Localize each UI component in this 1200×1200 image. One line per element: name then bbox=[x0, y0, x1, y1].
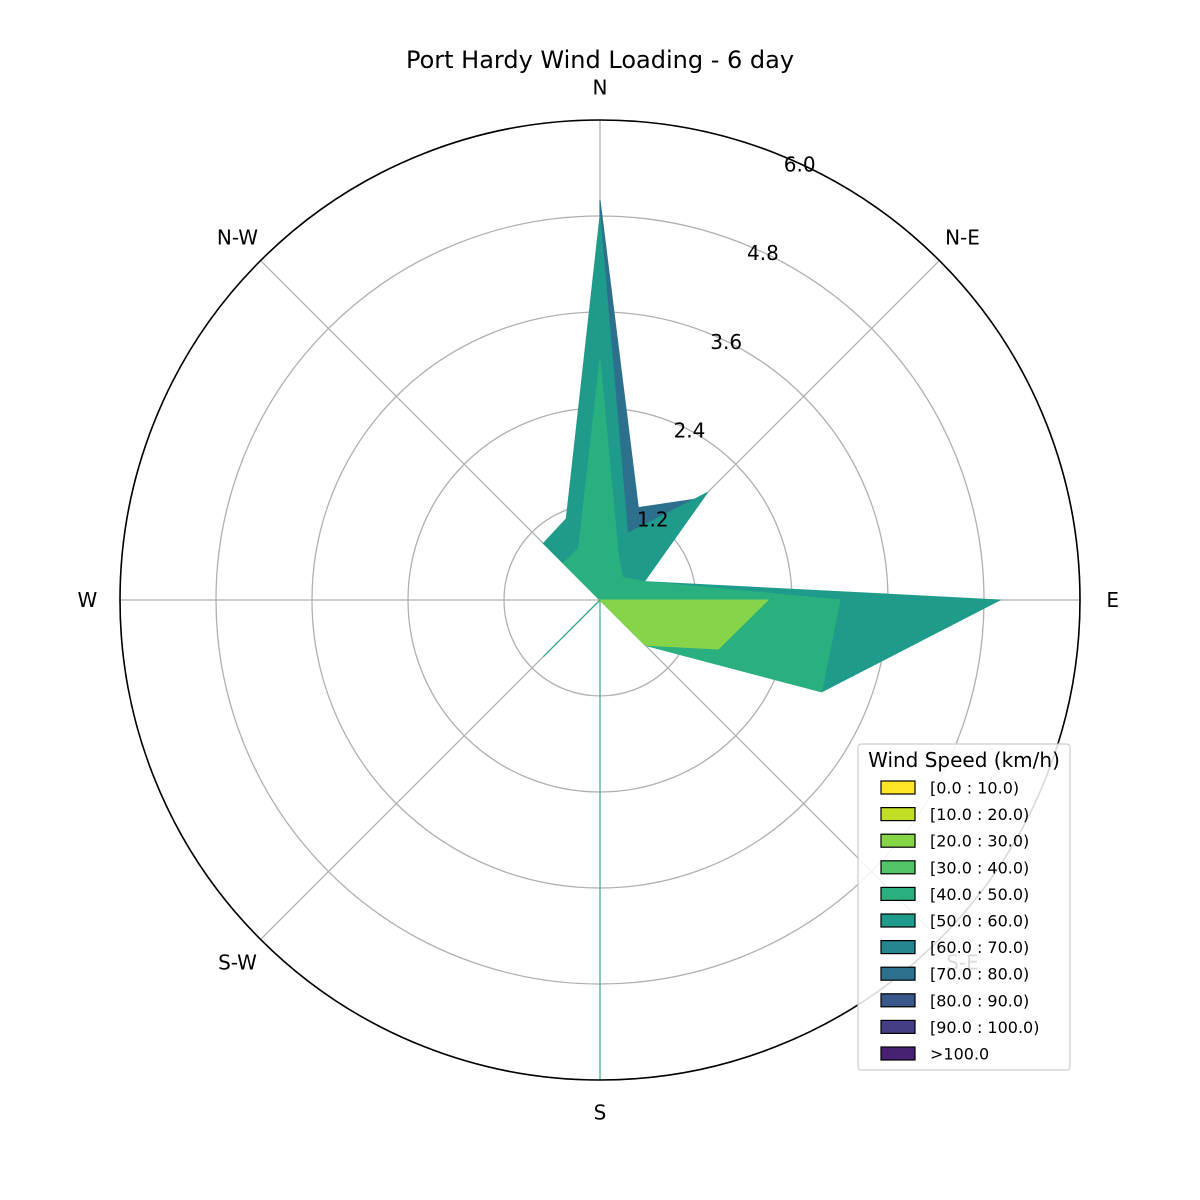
legend-swatch bbox=[880, 886, 916, 902]
wind-speed-series bbox=[542, 199, 1002, 1080]
legend-swatch bbox=[880, 1019, 916, 1035]
legend-label: [60.0 : 70.0) bbox=[930, 938, 1029, 957]
legend-swatch bbox=[880, 939, 916, 955]
radial-tick-label: 3.6 bbox=[710, 330, 742, 354]
chart-title: Port Hardy Wind Loading - 6 day bbox=[406, 46, 794, 74]
direction-label-n: N bbox=[593, 75, 608, 99]
legend-label: [80.0 : 90.0) bbox=[930, 991, 1029, 1010]
radial-tick-label: 1.2 bbox=[637, 507, 669, 531]
series-[40.0 : 50.0) bbox=[543, 359, 841, 1080]
direction-label-n-e: N-E bbox=[945, 226, 980, 250]
legend-label: [70.0 : 80.0) bbox=[930, 965, 1029, 984]
legend-box bbox=[857, 743, 1071, 1071]
legend-label: [10.0 : 20.0) bbox=[930, 805, 1029, 824]
radial-tick-label: 2.4 bbox=[674, 419, 706, 443]
legend-swatch bbox=[880, 833, 916, 848]
legend-label: >100.0 bbox=[930, 1045, 989, 1064]
legend-items: [0.0 : 10.0) [10.0 : 20.0) [20.0 : 30.0) [3… bbox=[880, 779, 1039, 1064]
legend-title: Wind Speed (km/h) bbox=[868, 748, 1060, 772]
direction-label-w: W bbox=[77, 588, 97, 612]
legend-swatch bbox=[880, 913, 916, 928]
legend-swatch bbox=[880, 966, 916, 981]
direction-label-e: E bbox=[1106, 588, 1119, 612]
legend-label: [40.0 : 50.0) bbox=[930, 885, 1029, 904]
direction-label-s-w: S-W bbox=[218, 950, 257, 974]
legend-label: [30.0 : 40.0) bbox=[930, 858, 1029, 877]
outer-circle bbox=[119, 119, 1081, 1081]
legend-label: [90.0 : 100.0) bbox=[930, 1018, 1039, 1037]
legend-swatch bbox=[880, 860, 916, 875]
direction-label-n-w: N-W bbox=[217, 226, 258, 250]
polar-frame bbox=[119, 119, 1081, 1081]
series-[20.0 : 30.0) bbox=[598, 599, 770, 650]
legend-swatch bbox=[880, 780, 916, 795]
radial-tick-label: 4.8 bbox=[747, 241, 779, 265]
legend-swatch bbox=[880, 993, 916, 1008]
legend-swatch bbox=[880, 806, 916, 822]
legend-label: [0.0 : 10.0) bbox=[930, 779, 1019, 798]
radial-tick-label: 6.0 bbox=[784, 153, 816, 177]
legend-swatch bbox=[880, 1046, 916, 1061]
legend-label: [20.0 : 30.0) bbox=[930, 832, 1029, 851]
direction-label-s: S bbox=[594, 1101, 607, 1125]
legend-label: [50.0 : 60.0) bbox=[930, 912, 1029, 931]
legend: Wind Speed (km/h) [0.0 : 10.0) [10.0 : 20… bbox=[857, 743, 1071, 1071]
